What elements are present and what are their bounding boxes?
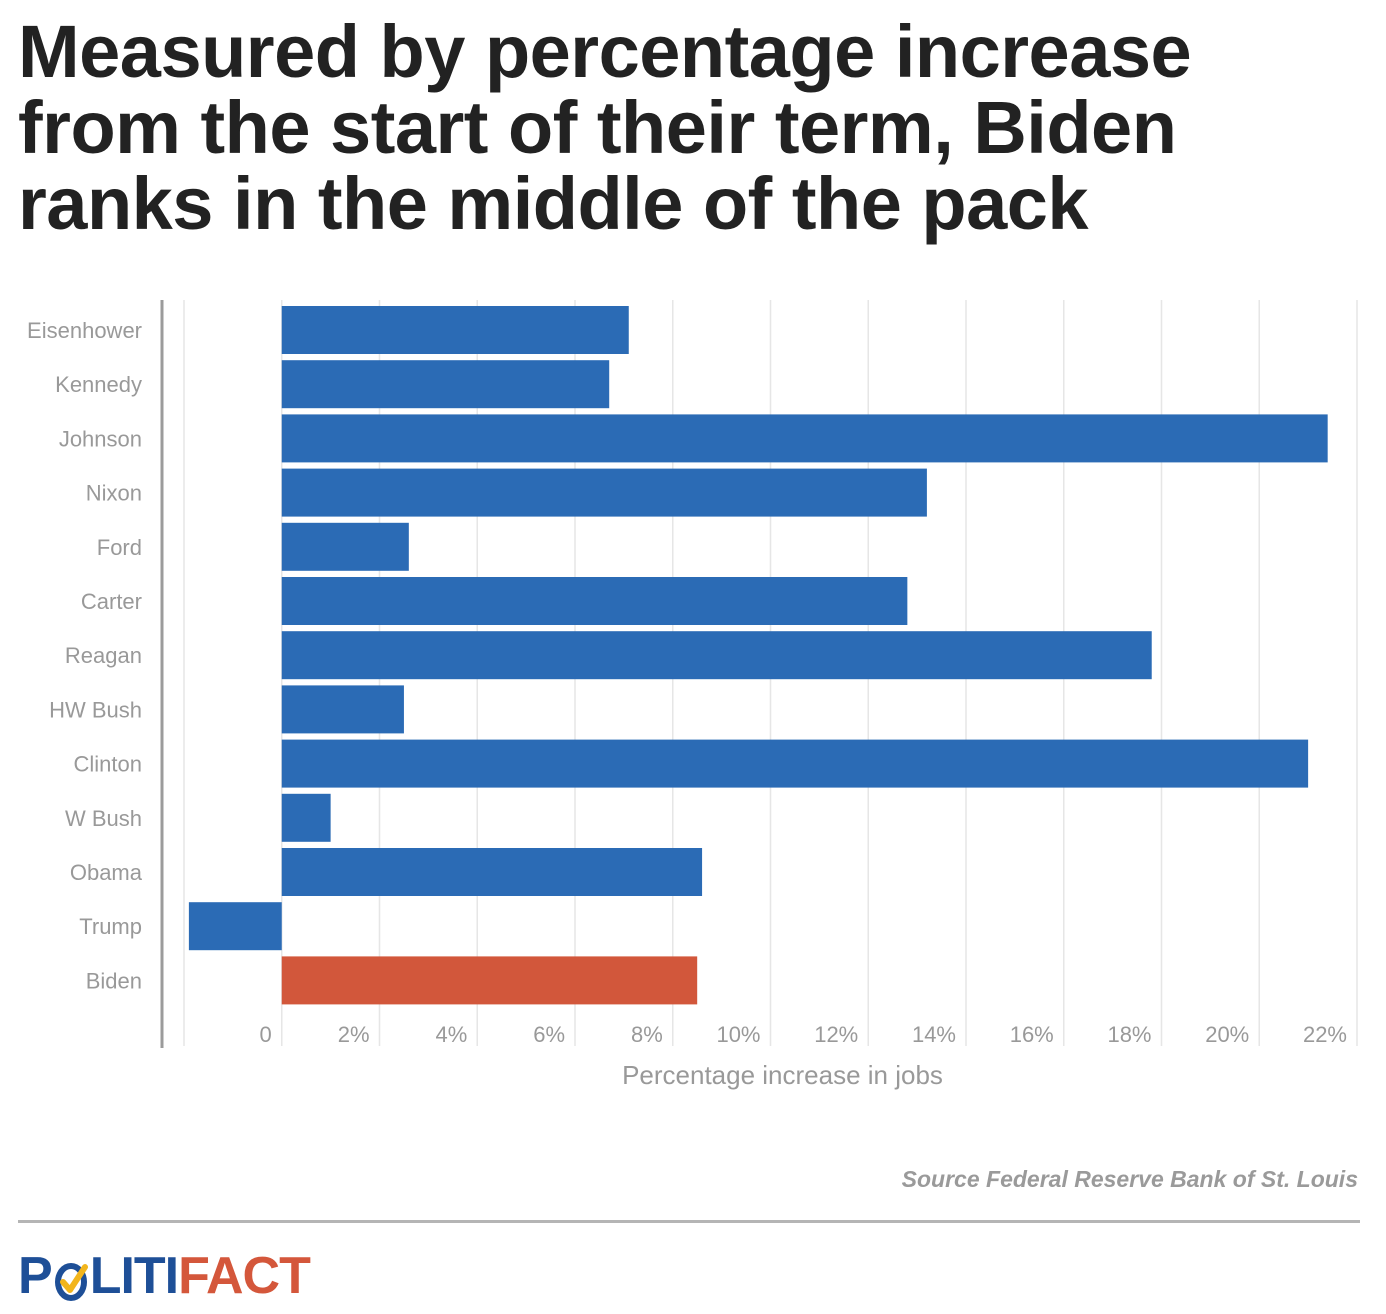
category-label: W Bush — [65, 806, 142, 831]
logo-text-part1: P — [18, 1247, 53, 1305]
bar-eisenhower — [281, 306, 629, 354]
tick-label: 22% — [1303, 1022, 1347, 1047]
category-label: Obama — [70, 860, 143, 885]
footer-divider — [18, 1220, 1360, 1223]
tick-label: 6% — [533, 1022, 565, 1047]
politifact-logo: P LITI FACT — [18, 1247, 311, 1305]
bar-carter — [281, 577, 908, 625]
category-label: Nixon — [86, 481, 142, 506]
tick-label: 18% — [1107, 1022, 1151, 1047]
category-label: Trump — [79, 914, 142, 939]
tick-label: 4% — [435, 1022, 467, 1047]
bar-clinton — [281, 739, 1309, 788]
chart-title: Measured by percentage increase from the… — [18, 10, 1192, 245]
category-label: Carter — [81, 589, 142, 614]
bar-w-bush — [281, 793, 331, 842]
category-label: Clinton — [74, 752, 142, 777]
tick-label: 0 — [260, 1022, 272, 1047]
category-label: Johnson — [59, 426, 142, 451]
category-label: Kennedy — [55, 372, 142, 397]
tick-labels: 0 2% 4% 6% 8% 10% 12% 14% 16% 18% 20% 22% — [260, 1022, 1348, 1047]
bar-hw-bush — [281, 685, 404, 734]
tick-label: 2% — [338, 1022, 370, 1047]
logo-check-icon — [54, 1256, 88, 1301]
tick-label: 20% — [1205, 1022, 1249, 1047]
tick-label: 8% — [631, 1022, 663, 1047]
bar-kennedy — [281, 360, 610, 409]
category-label: HW Bush — [49, 697, 142, 722]
category-label: Ford — [97, 535, 142, 560]
tick-label: 10% — [716, 1022, 760, 1047]
source-note: Source Federal Reserve Bank of St. Louis — [901, 1166, 1358, 1192]
tick-label: 12% — [814, 1022, 858, 1047]
category-label: Biden — [86, 968, 142, 993]
logo-text-part2: LITI — [89, 1247, 179, 1305]
category-labels: Eisenhower Kennedy Johnson Nixon Ford Carter R… — [27, 318, 143, 993]
bar-nixon — [281, 468, 927, 517]
bars — [188, 306, 1328, 1005]
x-axis-title: Percentage increase in jobs — [622, 1060, 943, 1090]
bar-reagan — [281, 631, 1152, 680]
bar-johnson — [281, 414, 1328, 463]
bar-chart: Eisenhower Kennedy Johnson Nixon Ford Carter R… — [27, 300, 1358, 1090]
category-label: Reagan — [65, 643, 142, 668]
bar-ford — [281, 522, 409, 571]
bar-trump — [188, 902, 282, 951]
tick-label: 14% — [912, 1022, 956, 1047]
category-label: Eisenhower — [27, 318, 142, 343]
bar-obama — [281, 848, 703, 896]
bar-biden — [281, 956, 698, 1005]
tick-label: 16% — [1010, 1022, 1054, 1047]
logo-text-part3: FACT — [178, 1247, 311, 1305]
